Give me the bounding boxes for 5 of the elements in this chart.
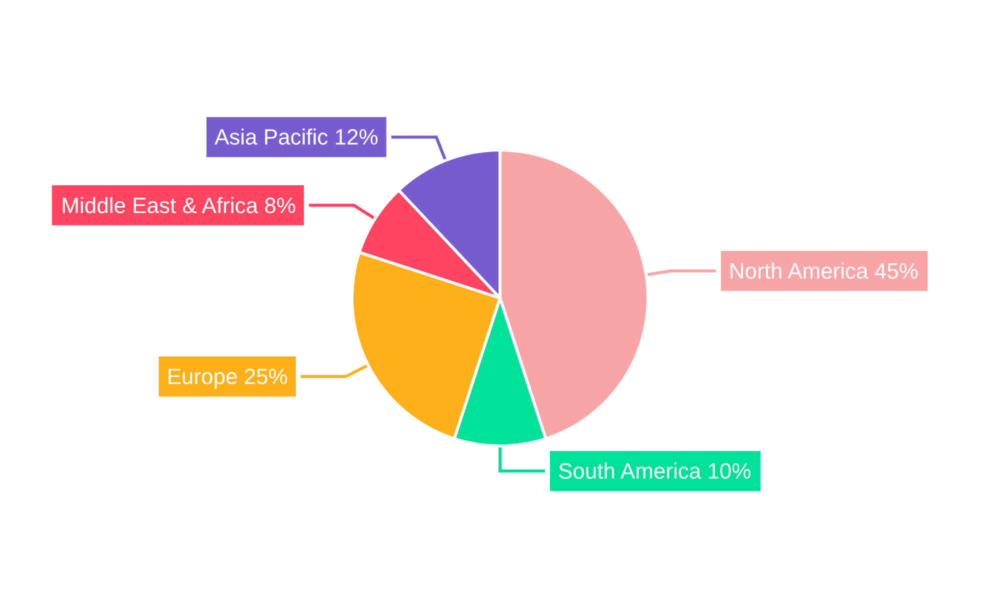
slice-label: Europe 25%: [166, 364, 288, 390]
slice-label: Asia Pacific 12%: [214, 124, 378, 150]
slice-label: South America 10%: [558, 458, 752, 484]
slice-label: North America 45%: [728, 258, 918, 284]
slice-label: Middle East & Africa 8%: [61, 192, 296, 218]
